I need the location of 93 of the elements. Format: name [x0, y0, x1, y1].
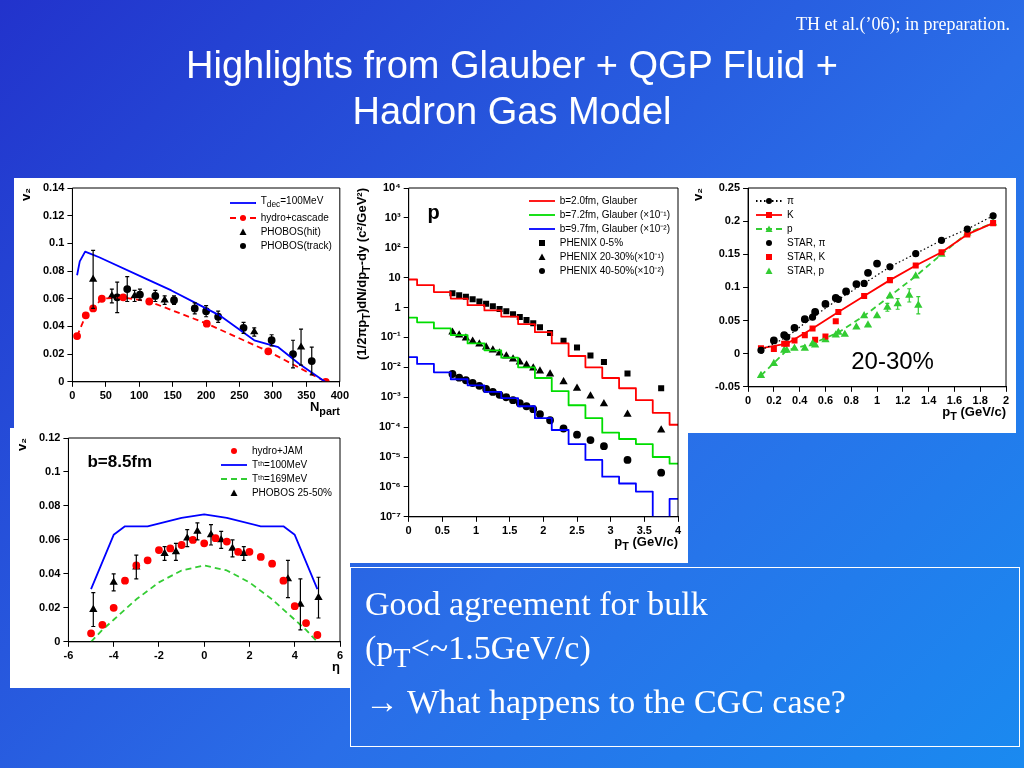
y-axis-title: v₂: [690, 188, 705, 202]
x-tick-label: 1.4: [920, 394, 938, 407]
annotation: 20-30%: [851, 347, 934, 376]
y-tick-label: 10⁻²: [380, 360, 402, 373]
y-tick-label: 0: [58, 374, 65, 387]
annotation: b=8.5fm: [87, 452, 153, 473]
y-tick-label: 0: [54, 634, 61, 647]
x-tick-label: 4: [291, 649, 299, 662]
y-tick-label: 0.05: [718, 313, 741, 326]
legend-label: b=7.2fm, Glauber (×10⁻¹): [559, 208, 670, 222]
legend-label: p: [787, 222, 793, 236]
x-tick-label: 100: [130, 389, 149, 402]
x-tick-label: 0.2: [766, 394, 782, 407]
legend-label: PHENIX 40-50%(×10⁻²): [559, 264, 665, 278]
text: Highlights from Glauber + QGP Fluid + Hadron Gas Model: [185, 43, 839, 134]
y-tick-label: 0.1: [49, 236, 65, 249]
y-tick-label: 0.25: [718, 181, 741, 194]
x-tick-label: 2.5: [569, 524, 585, 537]
y-tick-label: 10²: [384, 240, 402, 253]
y-tick-label: 10⁻⁵: [379, 450, 401, 463]
y-tick-label: 0.12: [42, 208, 65, 221]
y-tick-label: 0.15: [718, 247, 741, 260]
legend-label: PHOBOS(track): [260, 239, 332, 253]
y-tick-label: -0.05: [714, 379, 741, 392]
legend-label: PHOBOS(hit): [260, 225, 321, 239]
x-tick-label: 0: [69, 389, 76, 402]
y-tick-label: 10³: [384, 210, 402, 223]
legend-label: π: [787, 194, 794, 208]
legend-label: PHOBOS 25-50%: [251, 486, 332, 500]
y-tick-label: 10⁻⁷: [379, 509, 402, 522]
legend-label: PHENIX 20-30%(×10⁻¹): [559, 250, 665, 264]
y-tick-label: 0.2: [724, 214, 741, 227]
y-axis-title: v₂: [18, 188, 33, 202]
legend-label: STAR, π: [787, 236, 826, 250]
y-tick-label: 10⁻⁴: [378, 420, 401, 433]
x-tick-label: 2: [246, 649, 253, 662]
legend-label: PHENIX 0-5%: [559, 236, 624, 250]
y-tick-label: 0.04: [42, 319, 66, 332]
text: TH et al.(’06); in preparation.: [795, 14, 1010, 35]
text: Good agreement for bulk: [365, 584, 709, 624]
x-tick-label: 2: [540, 524, 547, 537]
text: (p$_{T}$<~1.5GeV/c): [365, 628, 592, 675]
y-tick-label: 0.06: [42, 291, 65, 304]
x-tick-label: 1.2: [895, 394, 911, 407]
annotation: p: [427, 201, 440, 225]
x-tick-label: 50: [99, 389, 112, 402]
y-tick-label: 0: [733, 346, 741, 359]
x-tick-label: 0: [405, 524, 412, 537]
y-tick-label: 10: [388, 270, 401, 283]
y-tick-label: 0.08: [42, 264, 65, 277]
x-tick-label: 1: [472, 524, 480, 537]
y-tick-label: 10⁻³: [380, 390, 402, 403]
x-tick-label: 0.8: [843, 394, 859, 407]
y-tick-label: 0.12: [38, 431, 61, 444]
legend-label: Tᵗʰ=100MeV: [251, 458, 308, 472]
text: → What happens to the CGC case?: [365, 681, 847, 722]
y-tick-label: 0.02: [38, 600, 61, 613]
legend-label: hydro+cascade: [260, 211, 329, 225]
legend-label: b=2.0fm, Glauber: [559, 194, 638, 208]
y-tick-label: 0.1: [724, 280, 741, 293]
x-tick-label: 1: [873, 394, 881, 407]
legend-label: STAR, p: [787, 264, 825, 278]
y-tick-label: 0.06: [38, 532, 61, 545]
y-tick-label: 0.08: [38, 498, 61, 511]
legend-label: STAR, K: [787, 250, 826, 264]
x-tick-label: 0.5: [434, 524, 450, 537]
x-tick-label: 200: [196, 389, 216, 402]
x-tick-label: 250: [230, 389, 249, 402]
y-tick-label: 0.14: [42, 181, 66, 194]
y-tick-label: 1: [394, 300, 401, 313]
x-tick-label: 0.6: [817, 394, 834, 407]
legend-label: Tᵗʰ=169MeV: [251, 472, 308, 486]
y-tick-label: 10⁴: [382, 181, 401, 194]
x-tick-label: -6: [63, 649, 74, 662]
legend-label: T$_{dec}$=100MeV: [260, 194, 324, 211]
legend-label: b=9.7fm, Glauber (×10⁻²): [559, 222, 670, 236]
x-tick-label: -2: [154, 649, 164, 662]
y-tick-label: 10⁻⁶: [379, 479, 401, 492]
y-tick-label: 0.1: [45, 465, 61, 477]
x-tick-label: -4: [108, 649, 120, 662]
legend-label: hydro+JAM: [251, 444, 303, 458]
y-tick-label: 10⁻¹: [380, 330, 402, 343]
x-tick-label: 1.5: [502, 524, 518, 537]
x-tick-label: 150: [163, 389, 182, 402]
y-tick-label: 0.04: [38, 566, 62, 579]
y-tick-label: 0.02: [42, 347, 65, 360]
y-axis-title: v₂: [14, 438, 29, 452]
x-tick-label: 300: [263, 389, 283, 402]
x-tick-label: 0: [201, 649, 208, 662]
x-tick-label: 0: [745, 394, 752, 407]
legend-label: K: [787, 208, 794, 222]
x-tick-label: 3: [607, 524, 614, 537]
x-tick-label: 0.4: [792, 394, 809, 407]
